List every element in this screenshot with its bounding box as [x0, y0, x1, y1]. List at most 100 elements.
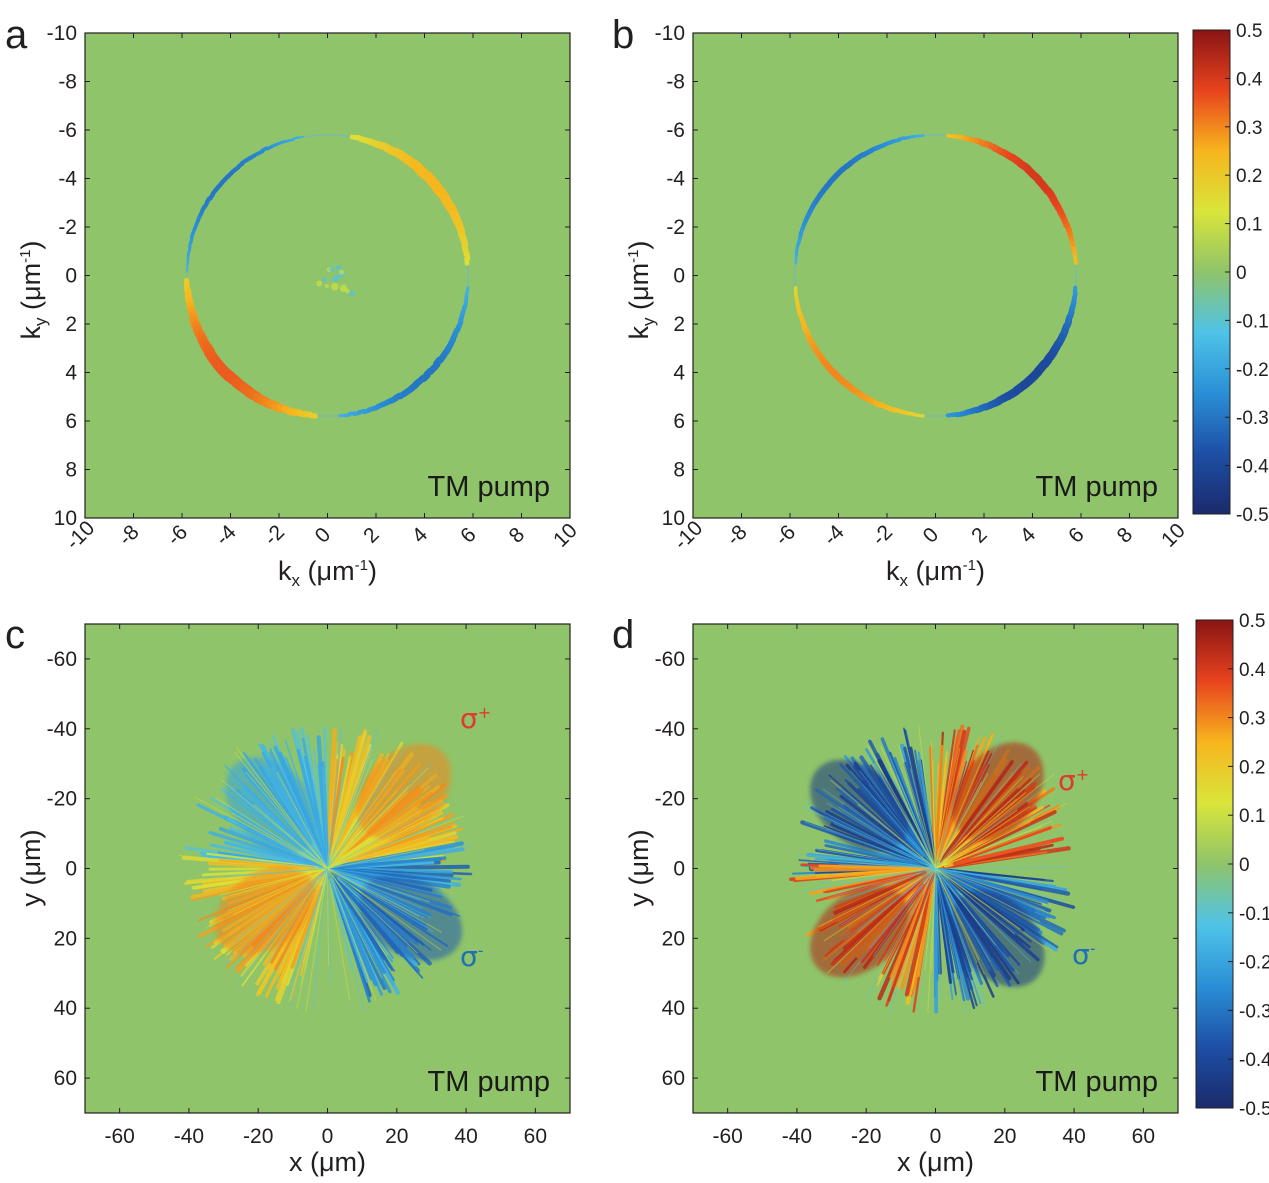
quadrant-core	[225, 757, 319, 855]
x-tick-label: -8	[114, 521, 143, 550]
fringe-ray	[935, 763, 1022, 869]
colorbar-tick-label: -0.1	[1239, 904, 1269, 925]
colorbar-tick-label: -0.3	[1239, 1001, 1269, 1022]
texture-ray	[934, 868, 955, 974]
texture-ray	[831, 869, 923, 882]
sigma-minus-label: σ-	[1072, 938, 1096, 971]
ring-lobe-segment	[307, 412, 318, 419]
texture-ray	[946, 809, 1057, 865]
fringe-ray	[866, 744, 936, 869]
fringe-ray	[327, 868, 425, 919]
fringe-ray	[223, 856, 328, 869]
y-tick-label: 0	[673, 265, 685, 288]
fringe-ray	[935, 791, 1027, 869]
fringe-ray	[229, 868, 328, 897]
center-speckle	[339, 284, 348, 293]
fringe-ray	[935, 791, 1040, 869]
x-tick-label: 40	[454, 1125, 477, 1148]
center-speckle	[322, 277, 327, 283]
panel-d: -60 -40 -20 0 20 40 60 -60 -40 -20 0 20 40 60 d x (μm) y…	[612, 611, 1269, 1177]
x-axis-label: x (μm)	[289, 1147, 366, 1177]
x-tick-label: -6	[163, 521, 192, 550]
texture-ray	[828, 859, 920, 869]
fringe-ray	[935, 868, 1066, 903]
fringe-ray	[327, 772, 344, 869]
fringe-ray	[227, 868, 328, 912]
fringe-ray	[830, 779, 936, 869]
center-speckle	[338, 269, 344, 275]
fringe-ray	[872, 868, 936, 957]
y-tick-label: 40	[54, 997, 77, 1020]
x-tick-label: 40	[1062, 1125, 1085, 1148]
fringe-ray	[935, 868, 967, 1013]
x-tick-label: 0	[311, 523, 336, 548]
fringe-ray	[841, 868, 936, 985]
fringe-ray	[827, 868, 936, 899]
fringe-ray	[327, 868, 420, 918]
fringe-ray	[327, 727, 342, 869]
fringe-ray	[935, 781, 983, 869]
fringe-ray	[894, 779, 936, 869]
fringe-ray	[327, 868, 365, 1012]
x-tick-label: 2	[967, 523, 992, 548]
fringe-ray	[301, 774, 328, 869]
fringe-ray	[888, 755, 936, 869]
texture-ray	[904, 866, 938, 997]
x-tick-label: 20	[993, 1125, 1016, 1148]
fringe-ray	[826, 828, 936, 869]
texture-ray	[795, 867, 929, 881]
fringe-ray	[931, 868, 936, 972]
center-speckle	[328, 266, 335, 273]
x-tick-label: -4	[211, 520, 241, 550]
y-tick-label: 0	[65, 858, 77, 881]
texture-ray	[933, 877, 939, 1014]
fringe-ray	[849, 770, 936, 869]
fringe-ray	[220, 778, 328, 869]
y-axis-label: ky (μm-1)	[624, 241, 658, 340]
y-tick-label: -6	[58, 119, 77, 142]
panel-letter: c	[5, 613, 25, 657]
colorbar-tick-label: 0.5	[1239, 611, 1265, 632]
fringe-ray	[873, 763, 936, 869]
fringe-ray	[856, 868, 936, 933]
fringe-ray	[866, 868, 936, 1000]
y-tick-label: 6	[673, 410, 685, 433]
y-tick-label: 2	[65, 313, 77, 336]
fringe-ray	[202, 868, 328, 879]
y-tick-label: -10	[47, 22, 77, 45]
fringe-ray	[327, 868, 431, 903]
x-tick-label: -2	[868, 521, 897, 550]
fringe-ray	[935, 868, 1041, 923]
y-tick-label: -4	[666, 168, 685, 191]
fringe-ray	[231, 812, 328, 869]
y-tick-label: 8	[65, 459, 77, 482]
y-tick-label: -8	[666, 71, 685, 94]
texture-ray	[952, 836, 1065, 866]
ring-lobe-segment	[1072, 285, 1078, 295]
x-tick-label: -60	[104, 1125, 134, 1148]
x-tick-label: 10	[1157, 519, 1190, 552]
panel-letter: d	[612, 613, 634, 657]
annotation-pump: TM pump	[428, 1066, 550, 1098]
panel-letter: b	[612, 13, 634, 57]
fringe-ray	[327, 868, 330, 966]
texture-ray	[326, 756, 345, 870]
texture-ray	[818, 864, 918, 870]
fringe-ray	[839, 868, 936, 927]
colorbar-tick-label: 0.2	[1236, 166, 1262, 187]
quadrant-core	[214, 866, 316, 955]
ring-lobe-segment	[916, 413, 925, 418]
fringe-ray	[935, 868, 942, 1000]
fringe-ray	[818, 868, 936, 884]
fringe-ray	[327, 868, 431, 919]
texture-ray	[887, 870, 936, 1002]
y-tick-label: -40	[47, 718, 77, 741]
colorbar-tick-label: -0.5	[1236, 505, 1269, 526]
panel-c: -60 -40 -20 0 20 40 60 -60 -40 -20 0 20 40 60 c x (μm) y…	[5, 613, 571, 1177]
fringe-ray	[327, 849, 425, 869]
fringe-ray	[327, 868, 387, 956]
fringe-ray	[918, 724, 936, 869]
x-tick-label: -6	[771, 521, 800, 550]
y-tick-label: 2	[673, 313, 685, 336]
texture-ray	[952, 869, 1071, 896]
